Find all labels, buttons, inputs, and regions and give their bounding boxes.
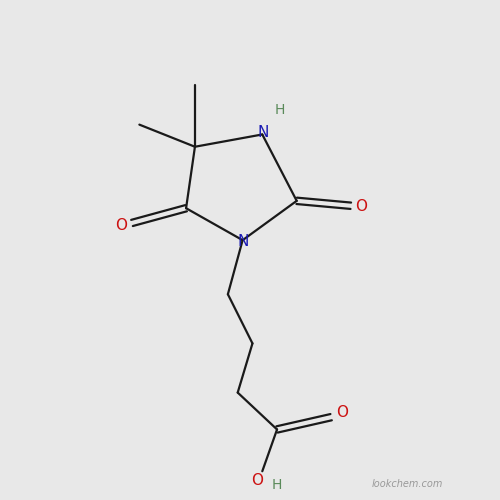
Text: N: N — [258, 125, 269, 140]
Text: H: H — [272, 478, 282, 492]
Text: H: H — [274, 103, 284, 117]
Text: O: O — [356, 199, 368, 214]
Text: O: O — [252, 472, 264, 488]
Text: N: N — [238, 234, 250, 248]
Text: O: O — [115, 218, 127, 233]
Text: lookchem.com: lookchem.com — [372, 478, 443, 488]
Text: O: O — [336, 405, 348, 419]
